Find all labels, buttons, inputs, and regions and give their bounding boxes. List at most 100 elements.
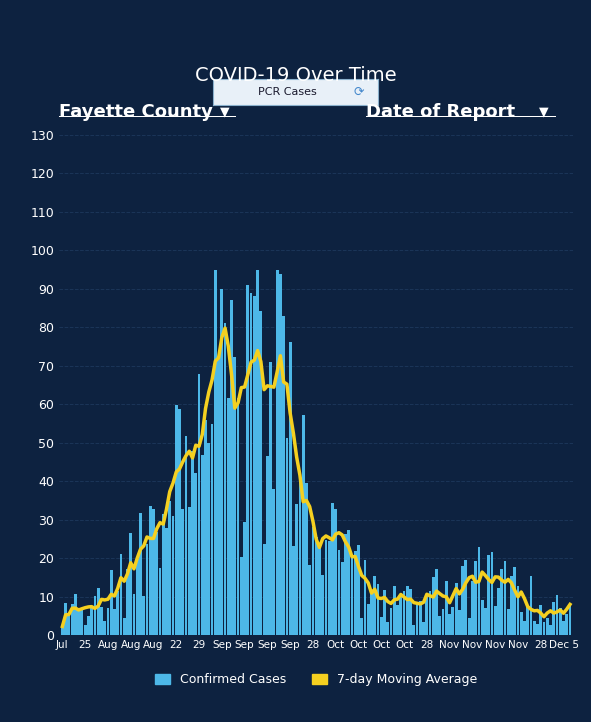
Text: Date of Report: Date of Report <box>366 103 515 121</box>
Bar <box>389 608 392 635</box>
Bar <box>331 503 334 635</box>
Bar <box>116 591 119 635</box>
Bar <box>217 358 220 635</box>
Bar <box>501 569 503 635</box>
Bar <box>246 285 249 635</box>
Bar <box>494 606 496 635</box>
Bar <box>311 527 314 635</box>
Legend: Confirmed Cases, 7-day Moving Average: Confirmed Cases, 7-day Moving Average <box>151 669 482 692</box>
Bar <box>305 483 308 635</box>
Bar <box>136 559 138 635</box>
Bar <box>223 323 226 635</box>
Bar <box>510 575 513 635</box>
Text: Fayette County: Fayette County <box>59 103 213 121</box>
Bar <box>348 531 350 635</box>
Bar <box>409 588 412 635</box>
Bar <box>204 420 207 635</box>
Bar <box>458 610 461 635</box>
Bar <box>302 415 304 635</box>
Bar <box>178 409 181 635</box>
Bar <box>253 296 256 635</box>
Text: ⟳: ⟳ <box>353 85 363 99</box>
Bar <box>478 547 480 635</box>
Bar <box>419 601 422 635</box>
Bar <box>497 588 500 635</box>
Bar <box>426 596 428 635</box>
Bar <box>64 603 67 635</box>
Bar <box>432 577 435 635</box>
Bar <box>439 616 441 635</box>
Bar <box>272 490 275 635</box>
Bar <box>467 618 470 635</box>
Bar <box>350 557 353 635</box>
Bar <box>533 622 535 635</box>
Bar <box>562 622 565 635</box>
Bar <box>491 552 493 635</box>
Bar <box>484 608 487 635</box>
Bar <box>74 593 77 635</box>
Bar <box>380 617 382 635</box>
Bar <box>315 537 317 635</box>
Bar <box>322 575 324 635</box>
Text: COVID-19 Over Time: COVID-19 Over Time <box>194 66 397 85</box>
Bar <box>230 300 233 635</box>
Bar <box>406 586 409 635</box>
Bar <box>191 451 194 635</box>
Bar <box>123 618 125 635</box>
Bar <box>113 609 116 635</box>
Bar <box>344 534 347 635</box>
Bar <box>142 596 145 635</box>
Bar <box>145 544 148 635</box>
Bar <box>250 292 252 635</box>
Bar <box>97 588 99 635</box>
Bar <box>337 549 340 635</box>
Bar <box>207 443 210 635</box>
Bar <box>428 591 431 635</box>
Bar <box>103 622 106 635</box>
Bar <box>487 554 490 635</box>
Bar <box>543 622 545 635</box>
Bar <box>171 516 174 635</box>
Bar <box>201 456 204 635</box>
Bar <box>266 456 269 635</box>
Bar <box>452 607 454 635</box>
Bar <box>376 583 379 635</box>
Bar <box>402 591 405 635</box>
Bar <box>396 605 399 635</box>
Bar <box>197 374 200 635</box>
Bar <box>354 551 356 635</box>
Bar <box>530 576 532 635</box>
Bar <box>227 399 230 635</box>
Bar <box>374 576 376 635</box>
Bar <box>361 617 363 635</box>
Bar <box>282 316 285 635</box>
Bar <box>80 609 83 635</box>
Bar <box>129 533 132 635</box>
Bar <box>556 596 558 635</box>
Bar <box>233 357 236 635</box>
Bar <box>279 274 282 635</box>
Bar <box>149 506 152 635</box>
Bar <box>504 560 506 635</box>
Bar <box>454 583 457 635</box>
Bar <box>61 627 64 635</box>
Bar <box>335 509 337 635</box>
Bar <box>566 614 568 635</box>
Bar <box>514 567 516 635</box>
Bar <box>100 606 103 635</box>
Bar <box>422 622 425 635</box>
Bar <box>126 569 129 635</box>
Bar <box>276 269 278 635</box>
Bar <box>84 625 86 635</box>
Bar <box>237 398 239 635</box>
Bar <box>448 614 451 635</box>
Bar <box>214 269 217 635</box>
Bar <box>363 560 366 635</box>
Bar <box>210 424 213 635</box>
Bar <box>445 581 448 635</box>
Bar <box>269 362 272 635</box>
Bar <box>536 624 539 635</box>
Bar <box>569 604 571 635</box>
Bar <box>383 591 386 635</box>
Bar <box>110 570 112 635</box>
